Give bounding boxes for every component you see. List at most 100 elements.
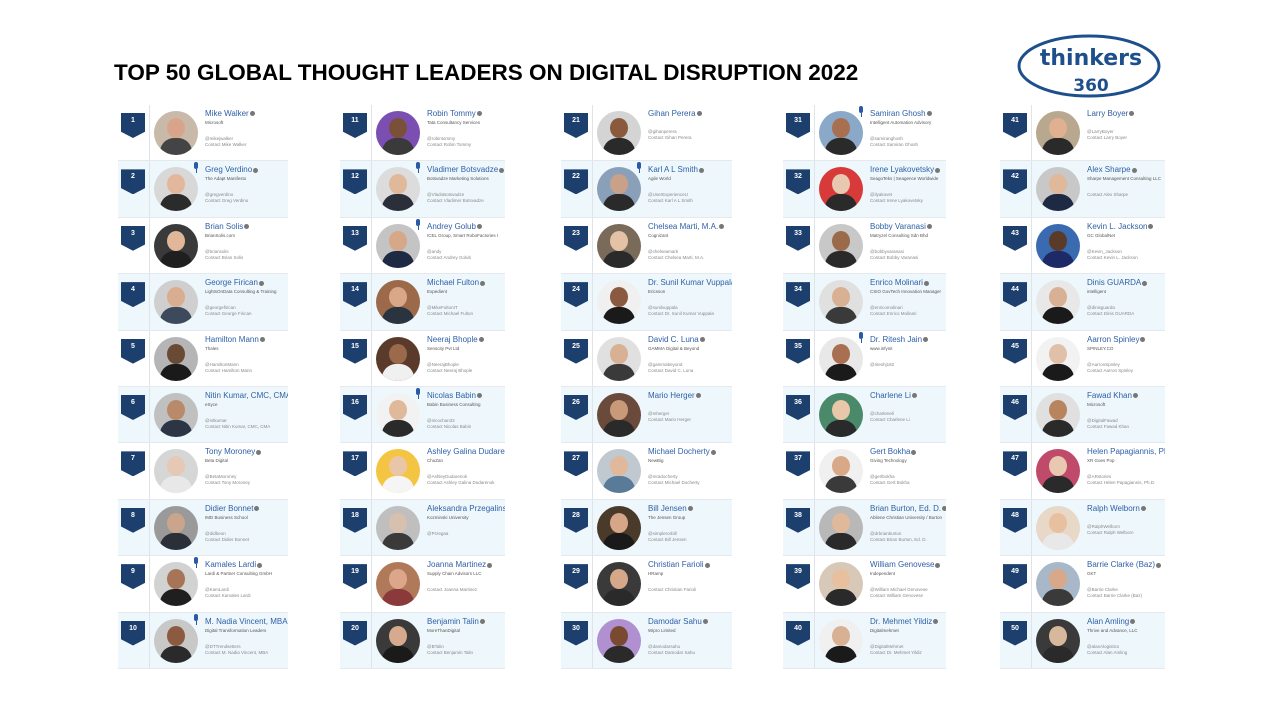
avatar[interactable] — [376, 111, 420, 155]
leader-name[interactable]: Alex Sharpe — [1087, 165, 1131, 175]
leader-handle[interactable]: @AarronSpinley — [1087, 361, 1120, 367]
leader-handle[interactable]: @nicochan33 — [427, 417, 455, 423]
leader-name[interactable]: Neeraj Bhople — [427, 334, 478, 344]
leader-entry[interactable]: 25 David C. Luna GAMMA Digital & Beyond @ga… — [561, 330, 732, 387]
avatar[interactable] — [154, 449, 198, 494]
leader-name[interactable]: Dr. Sunil Kumar Vuppala — [648, 278, 732, 288]
leader-handle[interactable]: @UserExperienceU — [648, 192, 688, 198]
leader-name[interactable]: Dr. Mehmet Yildiz — [870, 616, 933, 626]
leader-handle[interactable]: @mherger — [648, 410, 670, 416]
leader-handle[interactable]: @gregverdino — [205, 192, 234, 198]
contact-link[interactable]: Contact Gihan Perera — [648, 135, 692, 140]
leader-handle[interactable]: @RalphWelborn — [1087, 523, 1121, 529]
leader-handle[interactable]: @HamiltonMann — [205, 361, 239, 367]
leader-handle[interactable]: @MikeFultonIT — [427, 305, 458, 311]
leader-entry[interactable]: 38 Brian Burton, Ed. D. Abilene Christian … — [783, 499, 946, 557]
avatar[interactable] — [1036, 392, 1080, 437]
leader-name[interactable]: Alan Amling — [1087, 616, 1130, 626]
avatar[interactable] — [154, 505, 198, 550]
avatar[interactable] — [597, 111, 641, 155]
leader-handle[interactable]: @chelseamarti — [648, 248, 679, 254]
leader-handle[interactable]: @DigitalFawad — [1087, 417, 1118, 423]
leader-entry[interactable]: 4 George Firican LightsOnData Consulting &… — [118, 274, 288, 331]
contact-link[interactable]: Contact Ashley Galina Dudarenok — [427, 480, 495, 486]
leader-handle[interactable]: @gertbokha — [870, 474, 895, 480]
contact-link[interactable]: Contact Dinis GUARDA — [1087, 311, 1135, 317]
contact-link[interactable]: Contact Enrico Molinari — [870, 311, 917, 317]
leader-name[interactable]: Hamilton Mann — [205, 334, 259, 344]
contact-link[interactable]: Contact Mario Herger — [648, 416, 692, 422]
avatar[interactable] — [819, 280, 863, 325]
leader-entry[interactable]: 15 Neeraj Bhople Senscity Pvt Ltd @NeerajBh… — [340, 330, 505, 387]
leader-entry[interactable]: 8 Didier Bonnet IMD Business School @didbeo… — [118, 499, 288, 557]
leader-handle[interactable]: @bobbyvaranasi — [870, 248, 904, 254]
contact-link[interactable]: Contact Brian Solis — [205, 254, 244, 260]
leader-name[interactable]: Nitin Kumar, CMC, CMA — [205, 390, 288, 400]
avatar[interactable] — [376, 167, 420, 212]
leader-entry[interactable]: 9 Kamales Lardi Lardi & Partner Consulting… — [118, 556, 288, 613]
avatar[interactable] — [154, 280, 198, 325]
leader-entry[interactable]: 29 Christian Farioli HRamp Contact Christia… — [561, 556, 732, 613]
leader-handle[interactable]: @BetaMoroney — [205, 474, 237, 480]
leader-name[interactable]: Bobby Varanasi — [870, 221, 926, 231]
leader-entry[interactable]: 7 Tony Moroney Beta Digital @BetaMoroney Con… — [118, 443, 288, 500]
contact-link[interactable]: Contact Greg Verdino — [205, 198, 249, 204]
contact-link[interactable]: Contact David C. Luna — [648, 367, 694, 373]
leader-name[interactable]: Samiran Ghosh — [870, 109, 926, 118]
leader-handle[interactable]: @robintommy — [427, 136, 456, 141]
leader-entry[interactable]: 32 Irene Lyakovetsky SeagoTeks | Seagence … — [783, 161, 946, 218]
leader-entry[interactable]: 10 M. Nadia Vincent, MBA Digital Transform… — [118, 612, 288, 669]
leader-entry[interactable]: 44 Dinis GUARDA intelligent @dinisguarda Con… — [1000, 274, 1165, 331]
leader-handle[interactable]: @DTTrendsetters — [205, 643, 241, 649]
leader-handle[interactable]: @ilyakovet — [870, 192, 893, 198]
contact-link[interactable]: Contact Larry Boyer — [1087, 135, 1128, 140]
avatar[interactable] — [154, 562, 198, 607]
leader-entry[interactable]: 36 Charlene Li @charleneli Contact Charlene… — [783, 386, 946, 444]
leader-handle[interactable]: @LarryBoyer — [1087, 129, 1114, 134]
contact-link[interactable]: Contact Vladimer Botsvadze — [427, 198, 484, 204]
leader-name[interactable]: Dr. Ritesh Jain — [870, 334, 923, 344]
leader-name[interactable]: Gert Bokha — [870, 447, 911, 457]
leader-handle[interactable]: @BTalin — [427, 643, 444, 649]
avatar[interactable] — [1036, 223, 1080, 268]
contact-link[interactable]: Contact Michael Docherty — [648, 480, 700, 486]
avatar[interactable] — [154, 392, 198, 437]
leader-entry[interactable]: 26 Mario Herger @mherger Contact Mario Herg… — [561, 386, 732, 444]
leader-handle[interactable]: @mikejwalker — [205, 136, 234, 141]
avatar[interactable] — [597, 618, 641, 663]
leader-name[interactable]: Charlene Li — [870, 390, 911, 400]
avatar[interactable] — [819, 336, 863, 381]
leader-name[interactable]: Didier Bonnet — [205, 503, 254, 513]
avatar[interactable] — [154, 223, 198, 268]
leader-handle[interactable]: @charleneli — [870, 410, 894, 416]
leader-handle[interactable]: @nitkumar — [205, 417, 227, 423]
leader-name[interactable]: Fawad Khan — [1087, 390, 1132, 400]
leader-name[interactable]: Vladimer Botsvadze — [427, 165, 499, 175]
avatar[interactable] — [597, 223, 641, 268]
leader-name[interactable]: Kevin L. Jackson — [1087, 221, 1148, 231]
leader-handle[interactable]: @alanAlogistics — [1087, 643, 1120, 649]
leader-entry[interactable]: 27 Michael Docherty NewBig @mradocherty Cont… — [561, 443, 732, 500]
avatar[interactable] — [376, 280, 420, 325]
leader-handle[interactable]: @NeerajBhople — [427, 361, 459, 367]
contact-link[interactable]: Contact Robin Tommy — [427, 142, 472, 147]
contact-link[interactable]: Contact Alan Amling — [1087, 649, 1128, 655]
leader-name[interactable]: Irene Lyakovetsky — [870, 165, 935, 175]
avatar[interactable] — [819, 223, 863, 268]
leader-name[interactable]: Brian Solis — [205, 221, 244, 231]
leader-entry[interactable]: 23 Chelsea Marti, M.A. Cognizant @chelseama… — [561, 217, 732, 275]
leader-name[interactable]: Aarron Spinley — [1087, 334, 1140, 344]
leader-handle[interactable]: @drbrianburton — [870, 530, 902, 536]
avatar[interactable] — [597, 167, 641, 212]
leader-handle[interactable]: @William Michael Genovese — [870, 587, 928, 593]
leader-entry[interactable]: 40 Dr. Mehmet Yildiz Digitalmehmet @Digital… — [783, 612, 946, 669]
leader-handle[interactable]: @Barrie Clarke — [1087, 587, 1118, 593]
contact-link[interactable]: Contact Damodar Sahu — [648, 649, 696, 655]
leader-handle[interactable]: @simplerorbill — [648, 530, 677, 536]
avatar[interactable] — [597, 449, 641, 494]
contact-link[interactable]: Contact Didier Bonnet — [205, 536, 250, 542]
leader-entry[interactable]: 45 Aarron Spinley SPINLEY.CO @AarronSpinley… — [1000, 330, 1165, 387]
avatar[interactable] — [819, 505, 863, 550]
leader-name[interactable]: Karl A L Smith — [648, 165, 698, 175]
leader-entry[interactable]: 16 Nicolas Babin Babin Business Consulting… — [340, 386, 505, 444]
